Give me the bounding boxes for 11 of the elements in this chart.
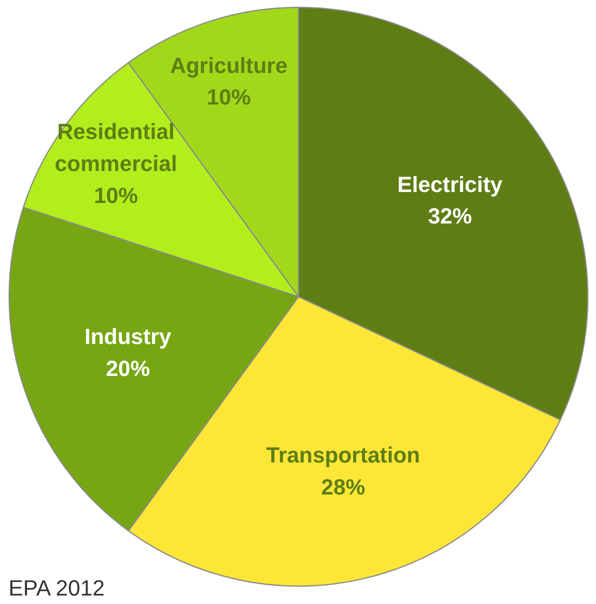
slice-label: Agriculture [170, 52, 288, 78]
data-label: 20% [106, 356, 150, 381]
slice-label: Electricity [397, 172, 504, 197]
data-label: 28% [321, 474, 366, 500]
data-label: 32% [428, 204, 472, 229]
slice-label: Industry [84, 324, 172, 349]
text: EPA 2012 [8, 576, 105, 600]
slice-label: Residential commercial [54, 119, 178, 176]
data-label: 10% [94, 183, 138, 208]
data-label: 10% [206, 84, 251, 110]
slice-label: Transportation [266, 442, 420, 468]
